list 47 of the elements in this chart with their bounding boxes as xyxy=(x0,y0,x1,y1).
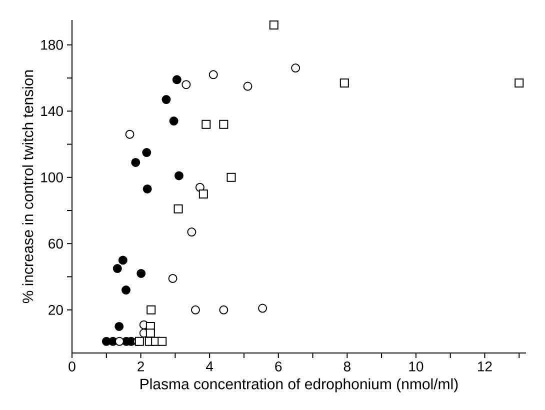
point xyxy=(122,286,130,295)
point xyxy=(291,64,300,73)
point xyxy=(269,20,278,30)
x-axis-title: Plasma concentration of edrophonium (nmol/ml) xyxy=(140,378,458,392)
y-axis-title: % increase in control twitch tension xyxy=(22,70,34,304)
point xyxy=(125,130,134,139)
point xyxy=(190,305,200,314)
point xyxy=(219,305,228,314)
point xyxy=(182,80,191,90)
y-tick-label: 20 xyxy=(48,304,63,315)
point xyxy=(340,78,349,88)
point xyxy=(131,158,140,167)
x-tick-label: 10 xyxy=(409,362,424,372)
point xyxy=(142,148,152,158)
y-tick-label: 100 xyxy=(41,172,63,182)
point xyxy=(514,78,524,88)
x-tick-label: 4 xyxy=(206,362,214,372)
point xyxy=(174,204,183,214)
point xyxy=(258,304,268,313)
point xyxy=(162,95,171,104)
point xyxy=(142,184,152,194)
point xyxy=(172,75,182,84)
point xyxy=(158,336,167,346)
point xyxy=(168,274,178,283)
point xyxy=(112,264,122,274)
x-tick-label: 6 xyxy=(275,362,282,372)
y-tick-label: 60 xyxy=(48,238,63,249)
x-tick-label: 12 xyxy=(478,362,492,372)
point xyxy=(198,189,208,198)
point xyxy=(226,172,236,182)
x-tick-label: 2 xyxy=(138,362,144,372)
y-tick-label: 180 xyxy=(41,40,63,50)
point xyxy=(243,82,252,91)
point xyxy=(174,171,184,180)
point xyxy=(136,268,146,278)
x-tick-label: 0 xyxy=(68,362,76,372)
point xyxy=(187,228,196,237)
point xyxy=(146,328,155,338)
point xyxy=(219,120,228,129)
point xyxy=(208,70,218,80)
y-tick-label: 140 xyxy=(41,106,63,116)
x-tick-label: 8 xyxy=(344,362,350,372)
point xyxy=(169,116,178,126)
point xyxy=(114,322,124,331)
point xyxy=(146,305,156,314)
point xyxy=(202,120,211,129)
point xyxy=(118,256,128,265)
